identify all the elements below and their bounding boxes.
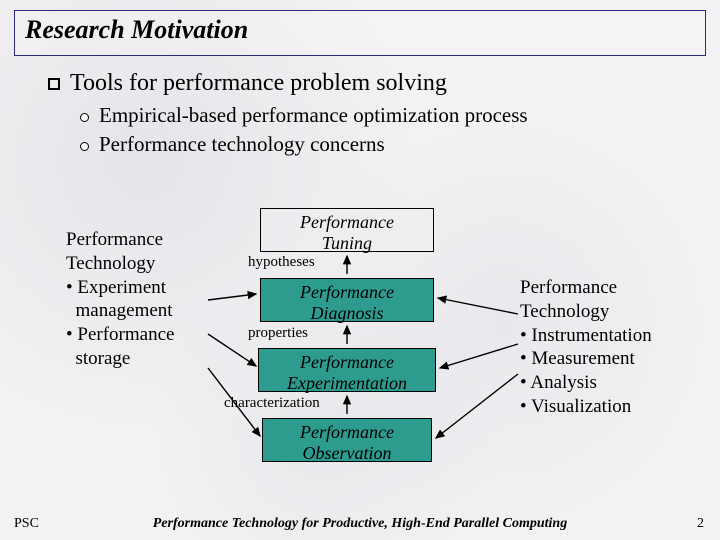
bullet-level2: Performance technology concerns	[80, 132, 690, 157]
footer-page-number: 2	[697, 516, 704, 532]
box-diagnosis-l1: Performance	[265, 282, 429, 303]
left-item-2a: • Performance	[66, 323, 216, 347]
box-experimentation-l1: Performance	[263, 352, 431, 373]
title-bar: Research Motivation	[14, 10, 706, 56]
slide-title: Research Motivation	[25, 15, 695, 45]
right-item-2: • Measurement	[520, 347, 700, 371]
diagram-area: Performance Technology • Experiment mana…	[0, 200, 720, 500]
right-heading-2: Technology	[520, 300, 700, 324]
right-item-4: • Visualization	[520, 395, 700, 419]
bullet-list: Tools for performance problem solving Em…	[48, 70, 690, 161]
box-tuning-l1: Performance	[265, 212, 429, 233]
square-bullet-icon	[48, 78, 60, 90]
left-heading-2: Technology	[66, 252, 216, 276]
bullet-level1: Tools for performance problem solving	[48, 70, 690, 97]
circle-bullet-icon	[80, 113, 89, 122]
footer-center: Performance Technology for Productive, H…	[0, 516, 720, 532]
box-tuning: Performance Tuning	[260, 208, 434, 252]
left-item-1b: management	[66, 299, 216, 323]
left-heading-1: Performance	[66, 228, 216, 252]
right-heading-1: Performance	[520, 276, 700, 300]
left-item-1a: • Experiment	[66, 276, 216, 300]
box-diagnosis-l2: Diagnosis	[265, 303, 429, 324]
bullet-level2: Empirical-based performance optimization…	[80, 103, 690, 128]
label-properties: properties	[248, 325, 308, 342]
bullet-l2a-text: Empirical-based performance optimization…	[99, 103, 528, 128]
right-item-1: • Instrumentation	[520, 324, 700, 348]
bullet-l2b-text: Performance technology concerns	[99, 132, 385, 157]
bullet-l1-text: Tools for performance problem solving	[70, 70, 447, 97]
right-text-panel: Performance Technology • Instrumentation…	[520, 276, 700, 419]
label-hypotheses: hypotheses	[248, 254, 315, 271]
box-experimentation: Performance Experimentation	[258, 348, 436, 392]
label-characterization: characterization	[224, 395, 320, 412]
box-observation-l1: Performance	[267, 422, 427, 443]
box-experimentation-l2: Experimentation	[263, 373, 431, 394]
left-text-panel: Performance Technology • Experiment mana…	[66, 228, 216, 371]
right-item-3: • Analysis	[520, 371, 700, 395]
box-tuning-l2: Tuning	[265, 233, 429, 254]
box-diagnosis: Performance Diagnosis	[260, 278, 434, 322]
left-item-2b: storage	[66, 347, 216, 371]
box-observation: Performance Observation	[262, 418, 432, 462]
box-observation-l2: Observation	[267, 443, 427, 464]
circle-bullet-icon	[80, 142, 89, 151]
